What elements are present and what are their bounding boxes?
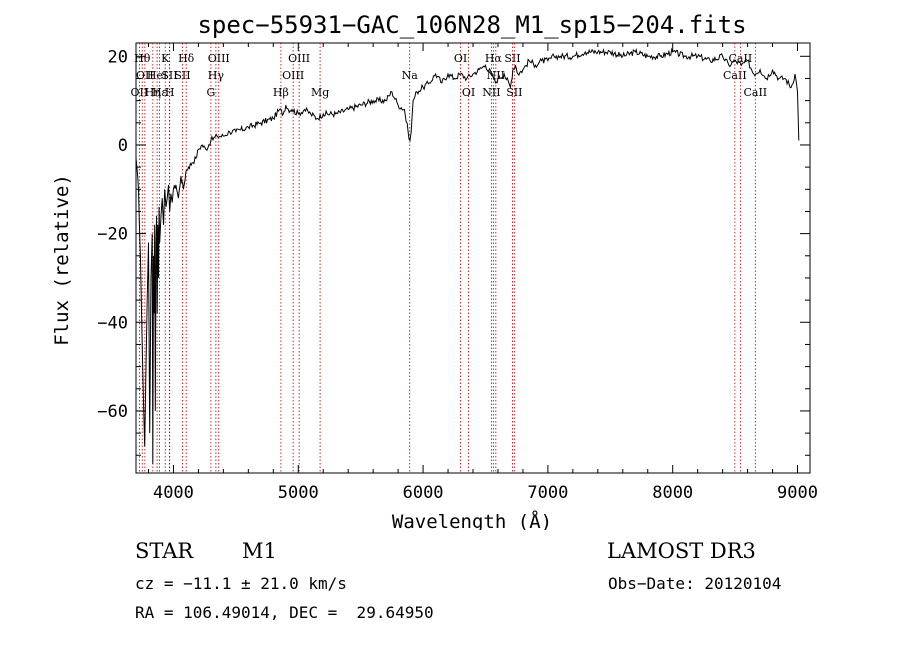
flux-series-line — [135, 47, 800, 465]
y-tick-label-0: −60 — [97, 402, 128, 422]
x-axis-label: Wavelength (Å) — [392, 510, 552, 530]
line-marker-label-16: OIII — [288, 52, 310, 65]
line-marker-label-8: H — [165, 86, 175, 99]
line-marker-label-27: CaII — [729, 52, 753, 65]
line-marker-label-25: SII — [506, 86, 522, 99]
line-marker-label-11: G — [206, 86, 215, 99]
line-marker-label-6: K — [161, 52, 170, 65]
line-marker-label-21: NII — [482, 86, 500, 99]
observation-date: Obs−Date: 20120104 — [608, 574, 782, 593]
line-marker-label-14: Hβ — [273, 86, 289, 99]
line-marker-label-23: NII — [487, 69, 505, 82]
x-tick-label-0: 4000 — [153, 483, 194, 503]
x-tick-label-1: 5000 — [278, 483, 319, 503]
spectral-line-markers: OIIHθOIIHηHeIHεKSIIHSIIHδGHγOIIIHβOIIIOI… — [131, 43, 767, 473]
line-marker-label-5: Hε — [152, 86, 168, 99]
line-marker-label-9: SII — [174, 69, 190, 82]
x-tick-label-3: 7000 — [527, 483, 568, 503]
y-tick-label-1: −40 — [97, 313, 128, 333]
line-marker-label-13: OIII — [208, 52, 230, 65]
spectrum-chart: spec−55931−GAC_106N28_M1_sp15−204.fits O… — [51, 11, 818, 530]
line-marker-label-0: OII — [131, 86, 149, 99]
line-marker-label-17: Mg — [311, 86, 329, 99]
y-axis-label: Flux (relative) — [51, 174, 73, 346]
coordinates: RA = 106.49014, DEC = 29.64950 — [135, 603, 434, 622]
redshift-cz: cz = −11.1 ± 21.0 km/s — [135, 574, 347, 593]
x-tick-label-2: 6000 — [403, 483, 444, 503]
line-marker-label-24: SII — [504, 52, 520, 65]
axis-ticks: 4000 5000 6000 7000 8000 9000 −60 −40 −20 0 20 — [97, 43, 818, 503]
line-marker-label-20: OI — [462, 86, 475, 99]
object-subclass: M1 — [242, 539, 277, 563]
chart-title: spec−55931−GAC_106N28_M1_sp15−204.fits — [197, 11, 746, 39]
line-marker-label-18: Na — [402, 69, 419, 82]
line-marker-label-26: CaII — [723, 69, 747, 82]
line-marker-label-1: Hθ — [134, 52, 151, 65]
line-marker-label-19: OI — [454, 52, 467, 65]
line-marker-label-4: HeI — [147, 69, 167, 82]
plot-frame — [135, 42, 811, 474]
y-tick-label-4: 20 — [108, 47, 128, 67]
line-marker-label-28: CaII — [743, 86, 767, 99]
line-marker-label-10: Hδ — [178, 52, 195, 65]
y-tick-label-2: −20 — [97, 225, 128, 245]
line-marker-label-12: Hγ — [208, 69, 225, 82]
survey-name: LAMOST DR3 — [607, 539, 756, 563]
x-tick-label-4: 8000 — [652, 483, 693, 503]
x-tick-label-5: 9000 — [777, 483, 818, 503]
object-class: STAR — [135, 539, 194, 563]
line-marker-label-22: Hα — [485, 52, 503, 65]
y-tick-label-3: 0 — [118, 136, 128, 156]
line-marker-label-15: OIII — [282, 69, 304, 82]
